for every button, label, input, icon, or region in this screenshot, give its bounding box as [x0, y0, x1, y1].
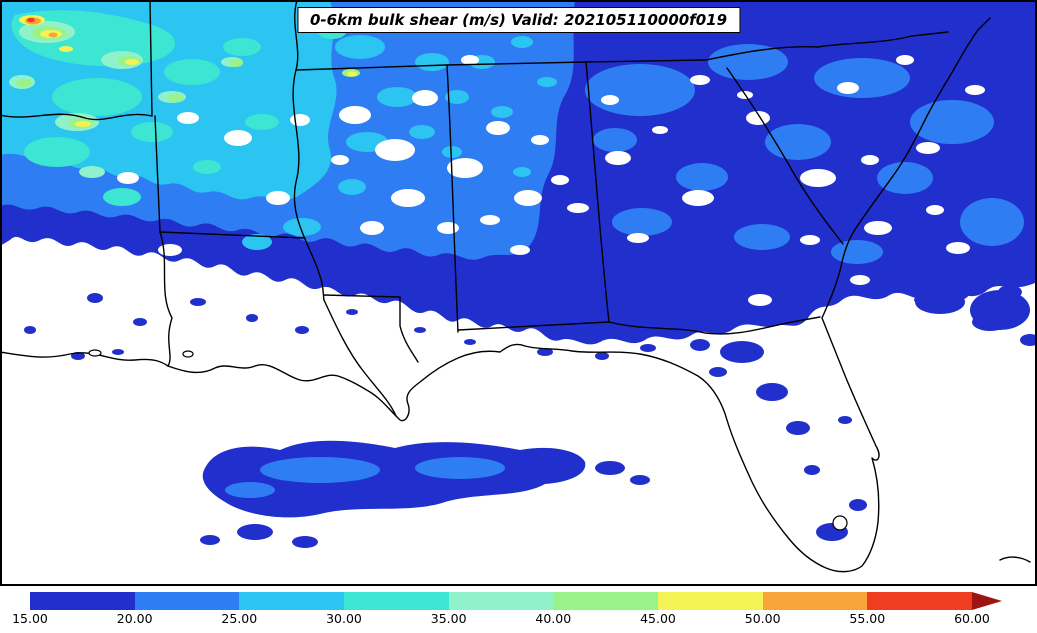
- colorbar-segment: [867, 592, 973, 610]
- colorbar-tick-label: 15.00: [12, 611, 48, 626]
- colorbar-segment: [448, 592, 554, 610]
- map-title: 0-6km bulk shear (m/s) Valid: 2021051100…: [296, 7, 741, 33]
- map-area: [0, 0, 1037, 586]
- colorbar-segment: [134, 592, 240, 610]
- lake-okeechobee: [832, 515, 848, 531]
- map-frame: [0, 0, 1037, 586]
- colorbar-segment: [553, 592, 659, 610]
- offshore-gulf-shear-band: [200, 440, 650, 548]
- colorbar-tick-label: 40.00: [535, 611, 572, 626]
- coastal-lakes: [88, 349, 848, 531]
- colorbar-tick-label: 45.00: [640, 611, 676, 626]
- colorbar-tick-labels: 15.00 20.00 25.00 30.00 35.00 40.00 45.00 50.00…: [0, 611, 1037, 629]
- field-holes-below-15: [117, 55, 985, 306]
- colorbar-tick-label: 60.00: [954, 611, 990, 626]
- colorbar-tick-label: 50.00: [744, 611, 781, 626]
- colorbar-tick-label: 20.00: [116, 611, 153, 626]
- state-borders: [0, 0, 949, 417]
- colorbar: [30, 592, 973, 610]
- colorbar-segment: [658, 592, 763, 610]
- colorbar-segment: [239, 592, 345, 610]
- scattered-shear-specks: [24, 286, 967, 541]
- coastline: [0, 17, 1031, 573]
- colorbar-tick-label: 35.00: [430, 611, 467, 626]
- colorbar-segment: [762, 592, 868, 610]
- colorbar-overflow-arrow-icon: [972, 592, 1002, 610]
- shear-contour-map: [0, 0, 1037, 586]
- colorbar-tick-label: 55.00: [849, 611, 886, 626]
- map-title-text: 0-6km bulk shear (m/s) Valid: 2021051100…: [309, 11, 728, 29]
- field-region-55-60: [27, 17, 35, 23]
- colorbar-segment: [30, 592, 135, 610]
- colorbar-tick-label: 25.00: [221, 611, 258, 626]
- colorbar-tick-label: 30.00: [326, 611, 362, 626]
- colorbar-segment: [344, 592, 449, 610]
